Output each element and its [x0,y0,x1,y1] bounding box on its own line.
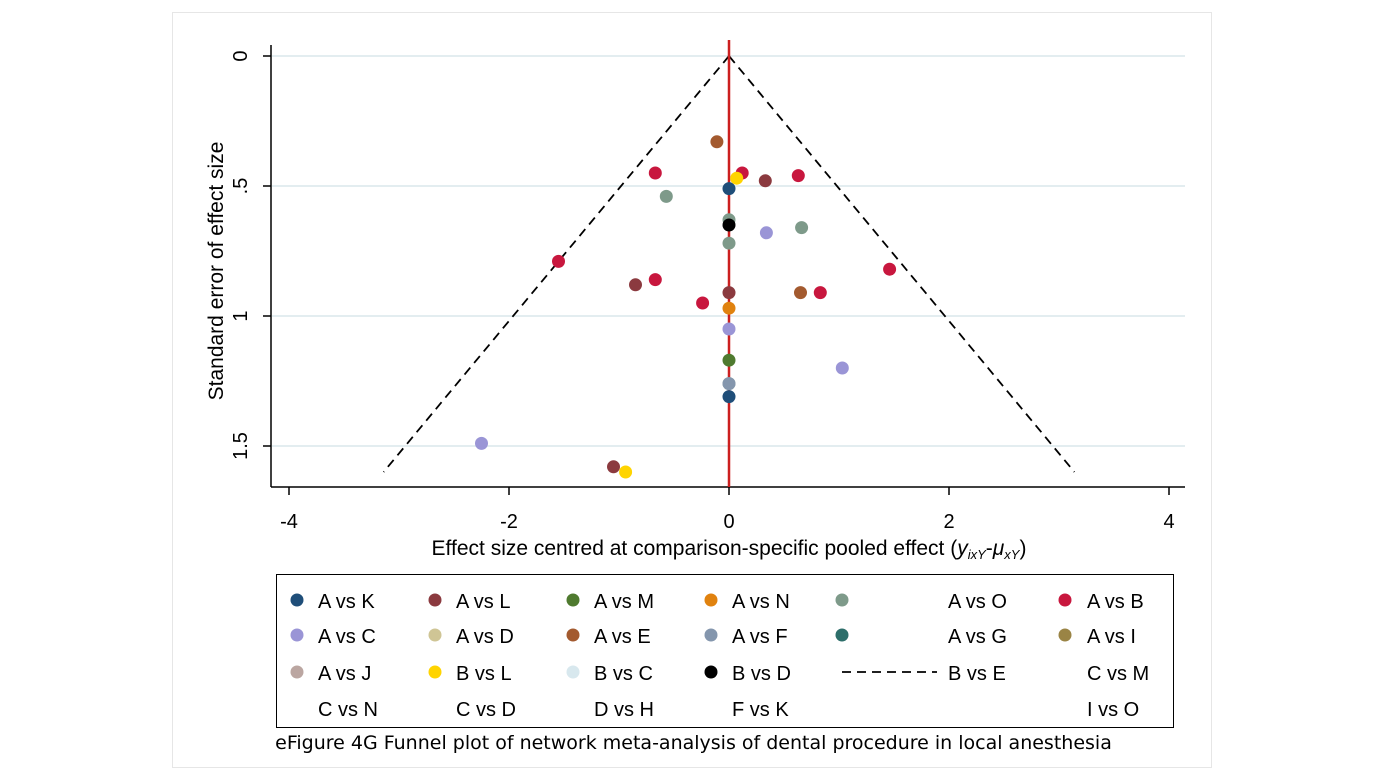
legend-label: I vs O [1087,699,1139,721]
y-tick-label: 0 [230,50,252,61]
legend-label: C vs D [456,699,516,721]
legend-label: B vs E [948,663,1006,685]
data-point [794,286,807,300]
data-points [475,135,897,479]
legend-marker [704,628,718,642]
legend-marker [1058,593,1072,607]
legend-label: A vs N [732,591,790,613]
legend-marker [704,593,718,607]
x-axis-label-sub1: ixY [968,547,987,562]
legend-label: A vs K [318,591,375,613]
legend-label: A vs F [732,626,788,648]
legend-label: B vs D [732,663,791,685]
legend-box [276,574,1174,728]
data-point [722,236,736,250]
data-point [475,436,488,450]
data-point [722,286,736,300]
data-point [883,262,897,276]
x-tick-label: 2 [943,511,954,533]
legend-label: A vs I [1087,626,1136,648]
data-point [722,301,736,315]
data-point [722,377,736,391]
legend-label: B vs L [456,663,512,685]
legend-marker [1058,628,1072,642]
legend-label: A vs D [456,626,514,648]
data-point [619,465,633,479]
data-point [795,221,809,235]
data-point [696,296,710,310]
data-point [813,286,827,300]
data-point [759,226,773,240]
y-axis-label: Standard error of effect size [205,142,228,401]
data-point [791,169,805,183]
legend-marker [566,628,580,642]
x-tick-label: 4 [1163,511,1174,533]
data-point [722,182,736,196]
figure-caption: eFigure 4G Funnel plot of network meta-a… [275,732,1112,754]
data-point [730,171,744,185]
legend-marker [704,665,718,679]
figure-frame [172,12,1212,768]
legend: A vs K A vs L A vs M A vs N A vs O A vs B A vs… [290,591,1149,721]
y-tick-label: 1.5 [230,432,252,460]
x-tick-label: 0 [723,511,734,533]
legend-label: A vs L [456,591,510,613]
data-point [648,273,662,287]
data-point [758,174,772,188]
data-point [648,166,662,180]
legend-label: A vs E [594,626,651,648]
data-point [722,390,736,404]
legend-label: C vs M [1087,663,1149,685]
funnel-line-right [728,55,1076,473]
legend-marker [290,665,304,679]
legend-marker [835,593,849,607]
legend-label: A vs C [318,626,376,648]
legend-marker [428,628,442,642]
legend-marker [835,628,849,642]
legend-label: F vs K [732,699,789,721]
legend-label: A vs B [1087,591,1144,613]
data-point [552,254,565,268]
legend-label: A vs M [594,591,654,613]
data-point [722,353,736,367]
legend-label: D vs H [594,699,654,721]
x-axis-label: Effect size centred at comparison-specif… [432,537,1027,562]
legend-label: A vs J [318,663,371,685]
legend-marker [566,665,580,679]
legend-marker [290,593,304,607]
data-point [722,322,736,336]
legend-label: A vs O [948,591,1007,613]
x-axis-label-dash: - [986,537,993,560]
x-axis-label-close: ) [1019,537,1026,560]
x-tick-label: -4 [280,511,298,533]
legend-marker [428,593,442,607]
x-tick-label: -2 [500,511,518,533]
legend-label: C vs N [318,699,378,721]
data-point [835,361,849,375]
legend-label: A vs G [948,626,1007,648]
data-point [722,218,736,232]
y-tick-label: 1 [230,310,252,321]
tick-labels: 0 .5 1 1.5 -4 -2 0 2 4 [230,50,1175,533]
x-axis-label-sub2: xY [1003,547,1021,562]
x-axis-label-main: Effect size centred at comparison-specif… [432,537,958,560]
legend-marker [290,628,304,642]
y-tick-label: .5 [230,178,252,195]
x-axis-label-y: y [955,537,969,560]
x-axis-label-mu: μ [992,537,1005,560]
data-point [659,189,673,203]
legend-marker [428,665,442,679]
data-point [607,460,620,474]
data-point [629,278,642,292]
legend-label: B vs C [594,663,653,685]
legend-marker [566,593,580,607]
data-point [710,135,724,149]
